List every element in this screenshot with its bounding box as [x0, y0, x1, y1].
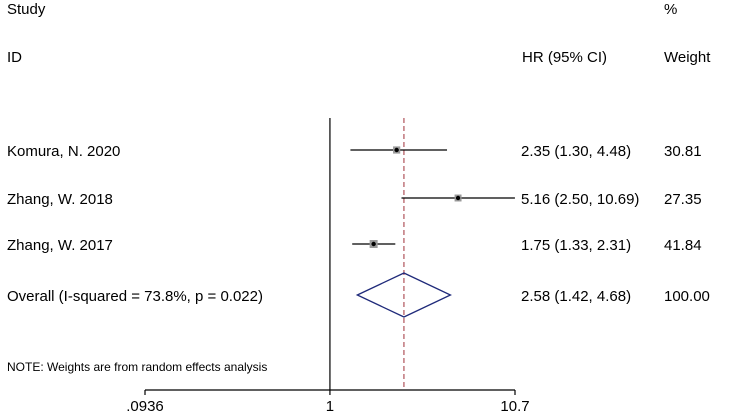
weight-column-label: Weight	[664, 49, 711, 66]
study-column-label: Study	[7, 1, 46, 18]
overall-ci-text: 2.58 (1.42, 4.68)	[521, 288, 631, 305]
study-label: Zhang, W. 2018	[7, 191, 113, 208]
x-tick-label: 10.7	[500, 398, 529, 415]
x-tick-label: 1	[326, 398, 334, 415]
point-estimate	[455, 195, 461, 201]
id-column-label: ID	[7, 49, 22, 66]
point-estimate	[371, 241, 376, 247]
study-label: Zhang, W. 2017	[7, 237, 113, 254]
ci-text: 1.75 (1.33, 2.31)	[521, 237, 631, 254]
overall-label: Overall (I-squared = 73.8%, p = 0.022)	[7, 288, 263, 305]
ci-text: 5.16 (2.50, 10.69)	[521, 191, 639, 208]
overall-diamond	[355, 272, 452, 318]
weight-text: 27.35	[664, 191, 702, 208]
point-estimate	[394, 147, 399, 153]
note-text: NOTE: Weights are from random effects an…	[7, 360, 267, 374]
ci-text: 2.35 (1.30, 4.48)	[521, 143, 631, 160]
overall-weight-text: 100.00	[664, 288, 710, 305]
weight-text: 41.84	[664, 237, 702, 254]
x-tick-label: .0936	[126, 398, 164, 415]
hr-column-label: HR (95% CI)	[522, 49, 607, 66]
study-label: Komura, N. 2020	[7, 143, 120, 160]
weight-text: 30.81	[664, 143, 702, 160]
study-rows: Komura, N. 2020 2.35 (1.30, 4.48) 30.81 Zha…	[7, 143, 702, 254]
x-axis-ticks: .0936 1 10.7	[126, 390, 530, 415]
percent-label: %	[664, 1, 677, 18]
